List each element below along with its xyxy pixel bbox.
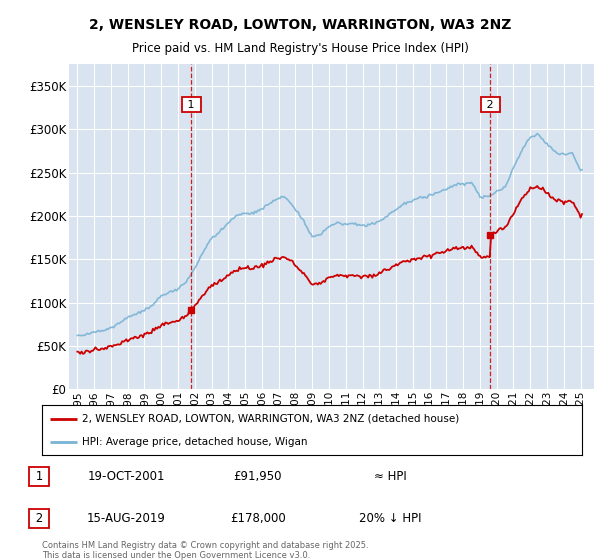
Text: £178,000: £178,000 (230, 512, 286, 525)
Text: 1: 1 (32, 470, 47, 483)
Text: £91,950: £91,950 (234, 470, 282, 483)
Text: 20% ↓ HPI: 20% ↓ HPI (359, 512, 421, 525)
Text: HPI: Average price, detached house, Wigan: HPI: Average price, detached house, Wiga… (83, 437, 308, 447)
Text: Contains HM Land Registry data © Crown copyright and database right 2025.
This d: Contains HM Land Registry data © Crown c… (42, 540, 368, 560)
Text: Price paid vs. HM Land Registry's House Price Index (HPI): Price paid vs. HM Land Registry's House … (131, 42, 469, 55)
Text: ≈ HPI: ≈ HPI (374, 470, 406, 483)
Text: 1: 1 (184, 100, 199, 110)
Text: 2: 2 (32, 512, 47, 525)
Text: 15-AUG-2019: 15-AUG-2019 (86, 512, 166, 525)
Text: 19-OCT-2001: 19-OCT-2001 (87, 470, 165, 483)
Text: 2: 2 (483, 100, 497, 110)
Text: 2, WENSLEY ROAD, LOWTON, WARRINGTON, WA3 2NZ (detached house): 2, WENSLEY ROAD, LOWTON, WARRINGTON, WA3… (83, 414, 460, 424)
Text: 2, WENSLEY ROAD, LOWTON, WARRINGTON, WA3 2NZ: 2, WENSLEY ROAD, LOWTON, WARRINGTON, WA3… (89, 18, 511, 32)
